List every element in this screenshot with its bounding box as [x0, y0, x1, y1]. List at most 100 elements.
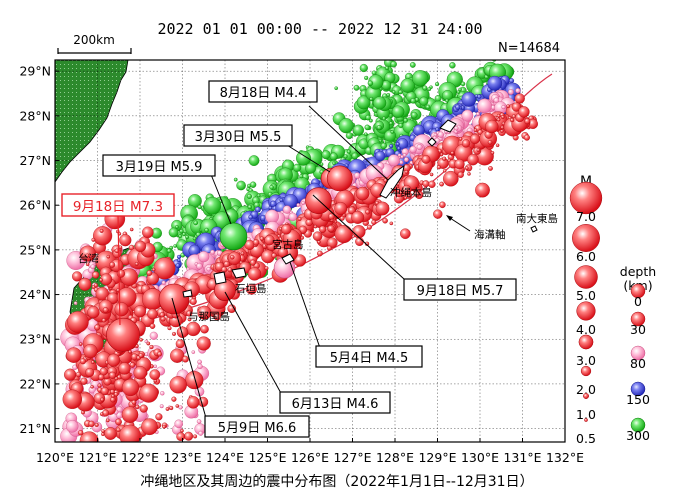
lon-tick-label: 130°E — [461, 450, 499, 465]
callout-jun13: 6月13日 M4.6 — [292, 397, 379, 412]
epicenter-dot — [401, 184, 412, 195]
amami-island — [439, 119, 457, 133]
epicenter-dot — [196, 336, 211, 351]
epicenter-dot — [487, 75, 503, 91]
epicenter-dot — [161, 280, 166, 285]
epicenter-dot — [317, 250, 323, 257]
epicenter-dot — [186, 321, 201, 337]
epicenter-dot — [435, 82, 440, 87]
epicenter-dot — [293, 163, 302, 172]
epicenter-dot — [365, 114, 371, 121]
epicenter-dot — [473, 128, 478, 132]
epicenter-dot — [121, 406, 139, 423]
epicenter-dot — [399, 160, 404, 165]
epicenter-dot — [118, 362, 131, 375]
lat-tick-label: 29°N — [19, 64, 51, 79]
label-miyako: 宮古島 — [272, 238, 304, 251]
mag-legend-label: 6.0 — [576, 249, 596, 264]
lat-tick-label: 22°N — [19, 376, 51, 391]
epicenter-dot — [142, 226, 154, 239]
epicenter-dot — [166, 248, 172, 254]
epicenter-dot — [403, 118, 408, 123]
okinawa-island — [379, 164, 405, 199]
epicenter-dot — [65, 420, 79, 433]
epicenter-dot — [146, 270, 153, 276]
epicenter-dot — [402, 153, 407, 157]
epicenter-dot — [454, 158, 465, 170]
epicenter-dot — [230, 254, 235, 260]
epicenter-dot — [119, 234, 132, 247]
depth-legend-label: 30 — [630, 322, 646, 337]
epicenter-dot — [159, 404, 164, 409]
epicenter-dot — [94, 422, 99, 427]
epicenter-dot — [186, 310, 193, 317]
event-callouts: 8月18日 M4.4 3月30日 M5.5 3月19日 M5.9 9月18日 M… — [61, 80, 517, 438]
label-ishigaki: 石垣島 — [235, 282, 267, 295]
lon-tick-label: 123°E — [163, 450, 201, 465]
epicenter-dot — [389, 144, 394, 149]
epicenter-dot — [168, 227, 179, 238]
epicenter-dot — [460, 81, 466, 87]
epicenter-dot — [149, 369, 161, 381]
epicenter-dot — [175, 404, 180, 408]
epicenter-dot — [203, 196, 222, 215]
epicenter-dot — [178, 234, 182, 238]
epicenter-dot — [387, 154, 400, 167]
epicenter-dot — [510, 118, 515, 123]
epicenter-dot — [364, 124, 371, 131]
epicenter-dot — [90, 264, 96, 270]
epicenter-dot — [102, 307, 109, 313]
period-text: 2022 01 01 00:00 -- 2022 12 31 24:00 — [157, 20, 482, 38]
epicenter-dot — [197, 305, 212, 320]
notable-event-marker — [158, 283, 190, 315]
lon-tick-label: 132°E — [546, 450, 584, 465]
epicenter-dot — [107, 353, 121, 367]
epicenter-dot — [269, 185, 274, 190]
lat-tick-label: 26°N — [19, 198, 51, 213]
epicenter-dot — [85, 262, 90, 266]
epicenter-dot — [305, 162, 317, 174]
epicenter-dot — [213, 313, 221, 321]
epicenter-dot — [511, 102, 522, 112]
epicenter-dot — [450, 151, 455, 155]
epicenter-dot — [97, 383, 102, 388]
mag-legend-symbol — [572, 224, 600, 252]
epicenter-dot — [118, 245, 123, 249]
yonaguni-island — [182, 289, 193, 298]
epicenter-dot — [176, 326, 189, 338]
epicenter-dot — [246, 283, 257, 295]
epicenter-dot — [182, 355, 189, 363]
epicenter-dot — [427, 87, 432, 91]
epicenter-dot — [233, 177, 238, 182]
notable-event-marker — [106, 317, 140, 352]
epicenter-dot — [95, 287, 110, 301]
epicenter-dot — [442, 156, 447, 161]
epicenter-dot — [173, 244, 177, 248]
epicenter-dot — [93, 226, 113, 246]
epicenter-dot — [247, 204, 252, 210]
epicenter-dot — [167, 326, 172, 331]
epicenter-dot — [248, 214, 254, 220]
epicenter-dot — [138, 353, 144, 358]
epicenter-dot — [129, 227, 134, 232]
epicenter-dot — [109, 261, 116, 268]
china-coast-land — [55, 60, 129, 183]
epicenter-dot — [149, 323, 156, 329]
epicenter-dot — [85, 253, 90, 258]
epicenter-dot — [409, 145, 417, 154]
mag-legend-symbol — [583, 393, 589, 399]
epicenter-dot — [110, 389, 115, 395]
epicenter-dot — [264, 235, 275, 246]
epicenter-dot — [210, 249, 215, 255]
epicenter-dot — [249, 181, 257, 188]
map-caption: 冲绳地区及其周边的震中分布图（2022年1月1日--12月31日） — [140, 474, 533, 490]
epicenter-dot — [386, 93, 391, 97]
epicenter-dot — [397, 153, 402, 157]
epicenter-dot — [326, 245, 332, 251]
mag-legend-symbol — [580, 365, 592, 377]
epicenter-dot — [442, 169, 447, 173]
epicenter-dot — [246, 193, 252, 199]
epicenter-dot — [467, 172, 471, 176]
epicenter-dot — [100, 387, 109, 396]
epicenter-dot — [364, 132, 368, 136]
